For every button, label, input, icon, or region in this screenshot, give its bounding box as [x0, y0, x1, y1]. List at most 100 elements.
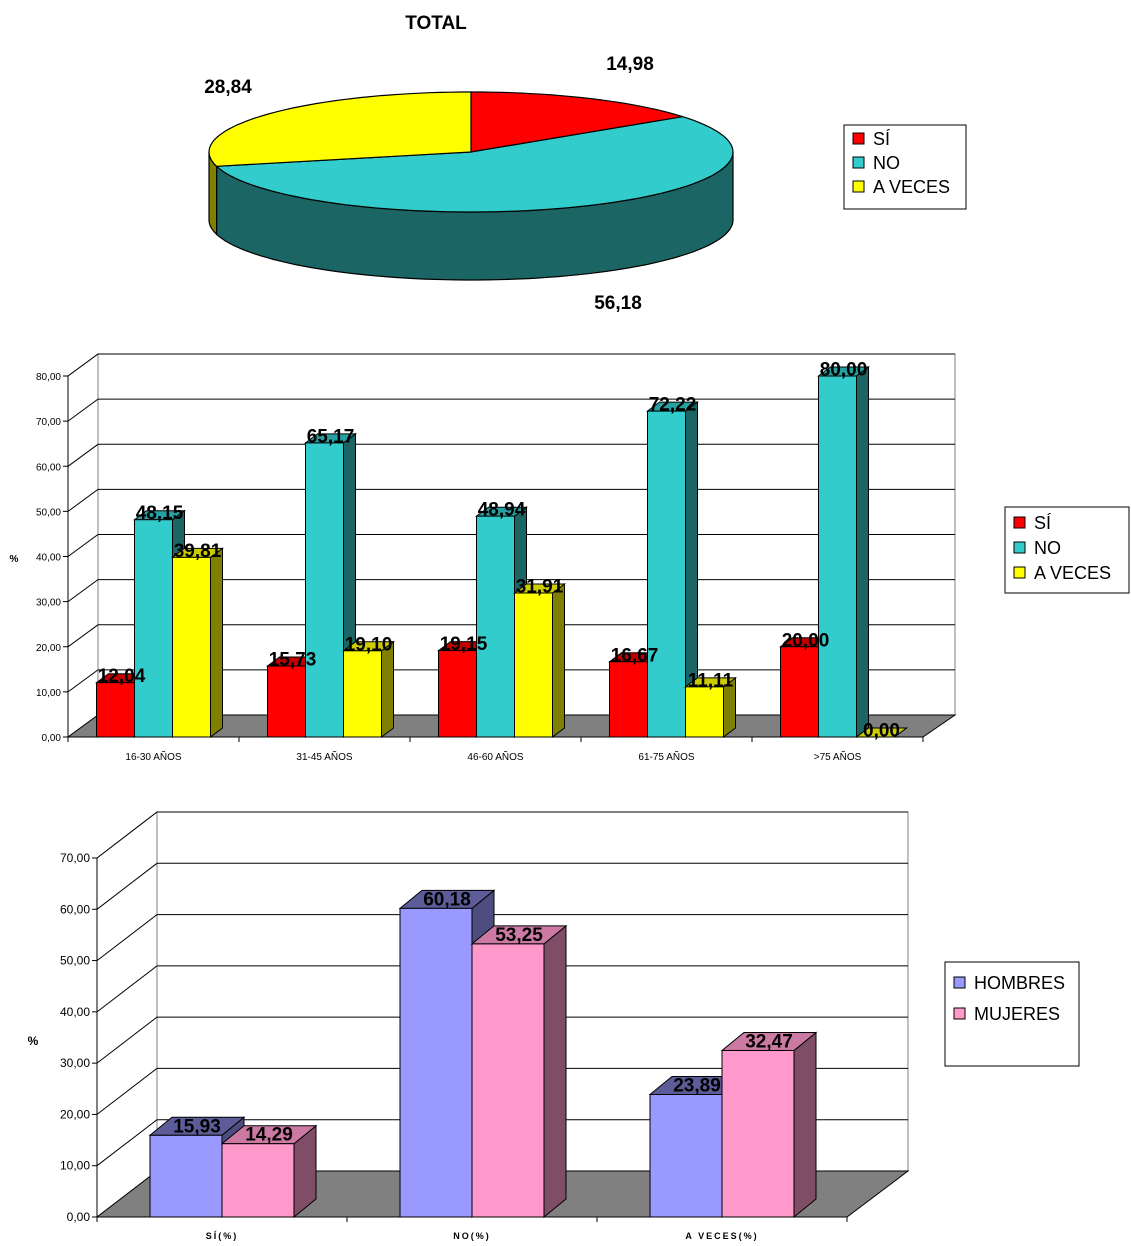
bar-s0-c4 — [780, 646, 819, 738]
gender-bar-legend: HOMBRES MUJERES — [944, 961, 1080, 1067]
pie-legend-swatch-1 — [852, 156, 865, 169]
y-tick-label-1: 10,00 — [60, 1159, 90, 1173]
x-tick-label-0: 16-30 AÑOS — [125, 750, 181, 763]
legend-entry-1: MUJERES — [974, 1004, 1060, 1024]
pie-legend-swatch-2 — [852, 180, 865, 193]
bar-s0-c3 — [609, 661, 648, 738]
legend-swatch-0 — [1013, 516, 1026, 529]
y-tick-label-0: 0,00 — [42, 733, 62, 744]
bar-label-s1-c0: 14,29 — [245, 1125, 293, 1146]
bar-s0-c0 — [149, 1134, 223, 1218]
legend-swatch-1 — [953, 1007, 966, 1020]
gridline-7 — [67, 398, 955, 422]
legend-box — [1004, 506, 1130, 594]
pie-slice-2 — [208, 91, 472, 167]
bar-s1-c0 — [221, 1143, 295, 1218]
bar-label-s1-c3: 72,22 — [649, 395, 697, 416]
y-tick-label-0: 0,00 — [67, 1210, 91, 1224]
plot-side-wall — [96, 810, 158, 1219]
y-tick-label-5: 50,00 — [60, 954, 90, 968]
bar-top-s2-c4 — [855, 727, 908, 738]
bar-s1-c3 — [647, 410, 686, 738]
gridline-5 — [96, 914, 908, 961]
age-bar-legend: SÍ NO A VECES — [1004, 506, 1130, 594]
bar-s1-c0 — [134, 519, 173, 738]
y-axis-title: % — [10, 554, 19, 565]
bar-label-s1-c1: 53,25 — [495, 925, 543, 946]
bar-s1-c2 — [721, 1049, 795, 1218]
gridline-7 — [96, 811, 908, 859]
y-tick-label-7: 70,00 — [60, 851, 90, 865]
x-tick-label-0: SÍ(%) — [206, 1231, 239, 1241]
bar-label-s0-c1: 60,18 — [423, 889, 471, 910]
bar-label-s2-c2: 31,91 — [516, 577, 564, 598]
y-axis-title: % — [28, 1034, 39, 1048]
bar-label-s0-c0: 15,93 — [173, 1116, 221, 1137]
bar-s1-c1 — [305, 442, 344, 738]
bar-label-s2-c4: 0,00 — [863, 721, 900, 742]
bar-label-s0-c3: 16,67 — [611, 645, 659, 666]
gridline-2 — [96, 1067, 908, 1115]
x-tick-label-4: >75 AÑOS — [814, 750, 862, 763]
x-tick-label-2: 46-60 AÑOS — [467, 750, 523, 763]
y-tick-label-2: 20,00 — [36, 643, 61, 654]
bar-side-s1-c2 — [793, 1031, 817, 1219]
pie-legend-entry-2: A VECES — [873, 177, 950, 197]
legend-entry-0: SÍ — [1034, 513, 1051, 533]
x-tick-label-2: A VECES(%) — [685, 1231, 758, 1241]
bar-side-s1-c4 — [856, 366, 869, 738]
pie-legend: SÍ NO A VECES — [843, 124, 967, 210]
gridline-3 — [96, 1016, 908, 1064]
legend-swatch-0 — [953, 976, 966, 989]
pie-legend-entry-0: SÍ — [873, 129, 890, 149]
bar-s1-c4 — [818, 375, 857, 738]
y-tick-label-1: 10,00 — [36, 688, 61, 699]
bar-side-s1-c1 — [543, 924, 567, 1219]
x-tick-label-1: NO(%) — [453, 1231, 491, 1241]
bar-side-s2-c2 — [552, 583, 565, 738]
bar-label-s0-c2: 23,89 — [673, 1075, 721, 1096]
bar-s2-c2 — [514, 592, 553, 738]
bar-s0-c1 — [399, 907, 473, 1218]
legend-swatch-2 — [1013, 566, 1026, 579]
x-tick-label-1: 31-45 AÑOS — [296, 750, 352, 763]
gridline-4 — [96, 965, 908, 1013]
legend-entry-2: A VECES — [1034, 563, 1111, 583]
bar-label-s1-c2: 48,94 — [478, 500, 526, 521]
y-tick-label-3: 30,00 — [60, 1056, 90, 1070]
bar-label-s0-c2: 19,15 — [440, 634, 488, 655]
pie-slice-0 — [470, 91, 683, 153]
gender-bar-chart: 0,00 10,00 20,00 30,00 40,00 50,00 60,00 70,00 S… — [28, 810, 910, 1241]
bar-s1-c1 — [471, 943, 545, 1218]
bar-s2-c0 — [172, 556, 211, 738]
pie-label-1: 56,18 — [594, 293, 642, 314]
bar-label-s1-c1: 65,17 — [307, 426, 355, 447]
y-tick-label-8: 80,00 — [36, 372, 61, 383]
y-tick-label-4: 40,00 — [60, 1005, 90, 1019]
bar-s2-c3 — [685, 686, 724, 738]
pie-chart: TOTAL 14,98 56,18 28,84 — [204, 13, 734, 314]
legend-entry-1: NO — [1034, 538, 1061, 558]
bar-side-s2-c1 — [381, 640, 394, 738]
pie-title: TOTAL — [405, 13, 467, 34]
x-tick-label-3: 61-75 AÑOS — [638, 750, 694, 763]
bar-label-s2-c0: 39,81 — [174, 541, 222, 562]
legend-entry-0: HOMBRES — [974, 973, 1065, 993]
bar-label-s2-c3: 11,11 — [688, 670, 734, 691]
gridline-6 — [96, 862, 908, 910]
bar-s0-c2 — [438, 650, 477, 738]
y-tick-label-6: 60,00 — [36, 462, 61, 473]
y-tick-label-7: 70,00 — [36, 417, 61, 428]
bar-s2-c1 — [343, 650, 382, 738]
pie-legend-swatch-0 — [852, 132, 865, 145]
y-tick-label-5: 50,00 — [36, 507, 61, 518]
y-tick-label-2: 20,00 — [60, 1107, 90, 1121]
bar-label-s0-c1: 15,73 — [269, 650, 317, 671]
bar-label-s1-c4: 80,00 — [820, 360, 868, 381]
bar-label-s0-c0: 12,04 — [98, 666, 146, 687]
bar-s0-c1 — [267, 665, 306, 738]
legend-swatch-1 — [1013, 541, 1026, 554]
pie-legend-entry-1: NO — [873, 153, 900, 173]
bar-side-s2-c0 — [210, 547, 223, 738]
